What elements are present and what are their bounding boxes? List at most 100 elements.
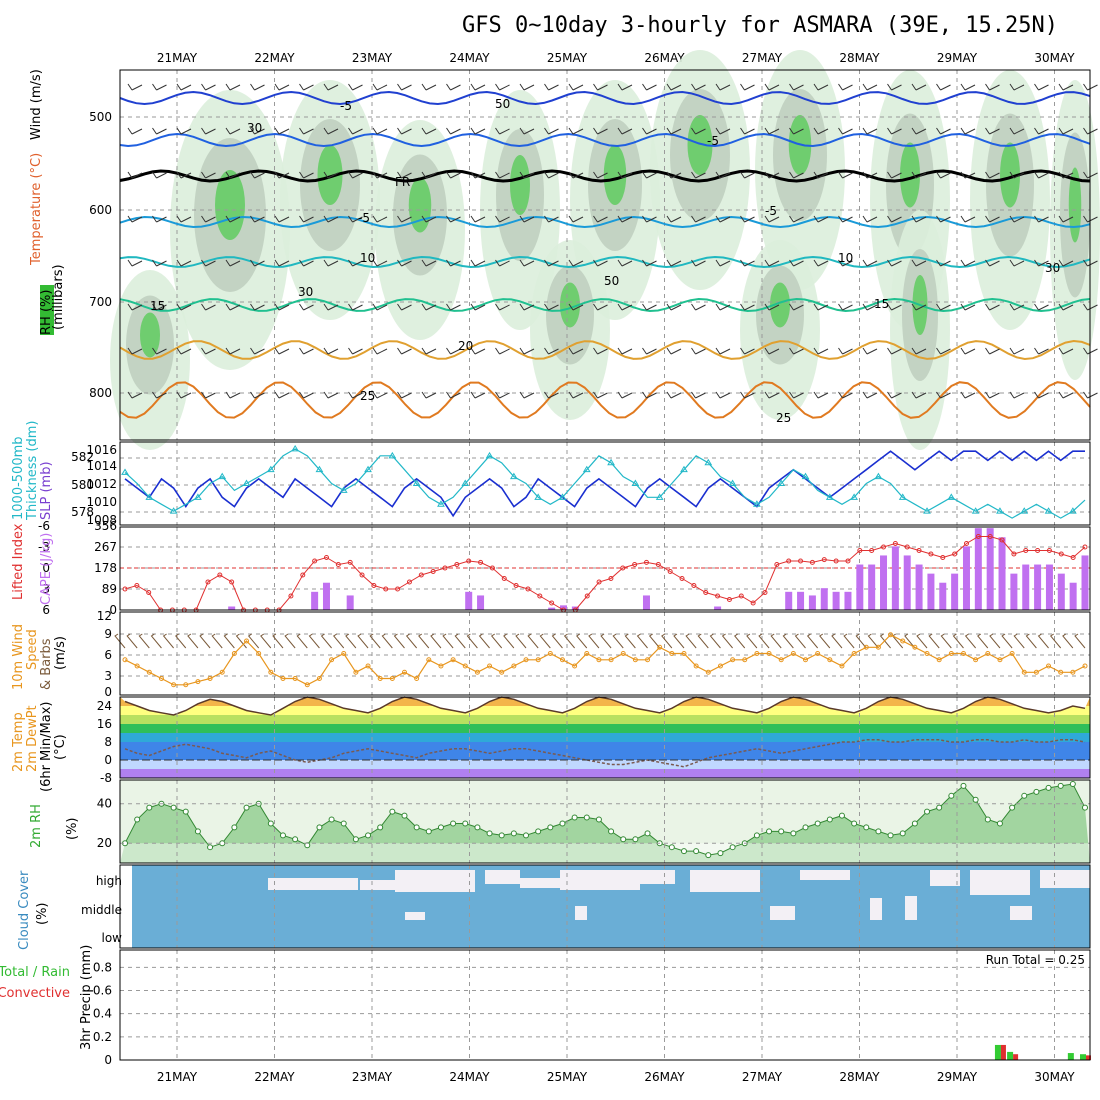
wind-speed-point: [620, 651, 626, 656]
wind-barb: [813, 259, 829, 267]
wind-barb: [201, 347, 216, 355]
rh-point: [219, 840, 226, 847]
wind-barb: [495, 83, 510, 91]
wind-barb: [381, 633, 393, 649]
wind-barb: [989, 633, 1001, 649]
lifted-index-point: [205, 579, 211, 585]
wind-barb: [1083, 303, 1098, 311]
wind-barb: [593, 259, 608, 267]
wind-barb: [348, 127, 363, 135]
rh-point: [316, 824, 323, 831]
temperature-band: [120, 697, 1090, 706]
cape-tick: 267: [94, 540, 117, 554]
wind-barb: [593, 215, 608, 223]
wind-speed-point: [790, 651, 796, 656]
lifted-index-point: [501, 576, 507, 581]
lifted-index-point: [608, 576, 614, 581]
wind-barb: [1034, 83, 1049, 91]
wind-barb: [397, 83, 412, 91]
cape-label: CAPE (J/kg): [39, 533, 54, 605]
wind-barb: [201, 83, 216, 91]
wind-barb: [985, 127, 1000, 135]
wind-barb: [666, 391, 682, 399]
thickness-point: [655, 493, 664, 500]
wind-label-1: 10m Wind: [11, 624, 26, 690]
thickness-point: [388, 451, 397, 459]
wind-speed-point: [280, 676, 286, 681]
lifted-index-point: [845, 558, 851, 564]
wind-barb: [960, 83, 976, 91]
wind-barb: [936, 83, 951, 91]
wind-barb: [887, 347, 902, 355]
wind-barb: [642, 303, 657, 311]
wind-barb: [862, 83, 878, 91]
wind-barb: [470, 215, 486, 223]
thickness-point: [996, 507, 1004, 514]
wind-barb: [916, 633, 928, 649]
rh-point: [292, 836, 299, 843]
wind-speed-point: [1082, 663, 1088, 669]
wind-barb: [1083, 215, 1098, 223]
top-date-label: 24MAY: [449, 51, 490, 65]
wind-barb: [838, 83, 853, 91]
lifted-index-point: [335, 562, 341, 567]
wind-barb: [964, 633, 977, 649]
wind-barb: [519, 83, 535, 91]
thickness-point: [704, 458, 713, 466]
lifted-index-point: [478, 559, 484, 565]
rh-point: [851, 820, 858, 827]
cape-bar: [797, 591, 805, 610]
pressure-tick: 600: [89, 203, 112, 217]
wind-speed-point: [487, 663, 493, 669]
wind-barb: [418, 633, 430, 649]
cape-bar: [832, 591, 840, 610]
wind-barb: [544, 303, 559, 311]
cape-bar: [1034, 564, 1042, 610]
wind-barb: [274, 347, 290, 355]
contour-label: 25: [776, 411, 791, 425]
lifted-index-point: [537, 593, 543, 599]
wind-barb: [740, 347, 755, 355]
wind-speed-point: [900, 638, 906, 644]
cape-bar: [820, 588, 828, 610]
wind-speed-point: [341, 651, 347, 656]
thick-label-2: Thickness (dm): [25, 421, 40, 521]
wind-barb: [348, 347, 363, 355]
wind-barb: [470, 83, 486, 91]
rh-point: [328, 816, 335, 823]
wind-speed-point: [912, 644, 918, 650]
wind-barb: [985, 215, 1000, 223]
rh-point: [182, 808, 189, 815]
wind-speed-panel: 12 9 6 3 0: [97, 609, 1091, 699]
wind-barb: [527, 633, 539, 649]
wind-barb: [272, 633, 284, 649]
contour-label: 30: [298, 285, 313, 299]
wind-speed-point: [888, 632, 894, 638]
wind-barb: [323, 303, 339, 311]
wind-speed-point: [158, 676, 164, 681]
lifted-index-point: [869, 548, 875, 553]
contour-label: -5: [765, 204, 777, 218]
wind-barb: [867, 633, 879, 649]
thickness-point: [971, 507, 980, 514]
wind-speed-point: [681, 651, 687, 656]
panel-frame: [119, 864, 1091, 949]
wind-barb: [454, 633, 466, 649]
wind-barb: [666, 259, 682, 267]
lifted-index-tick: -6: [38, 519, 50, 533]
wind-barb: [127, 259, 143, 267]
wind-barb: [697, 633, 709, 649]
wind-barb: [985, 391, 1000, 399]
rh-point: [802, 824, 809, 831]
wind-barb: [813, 347, 829, 355]
thickness-point: [1020, 507, 1029, 514]
lifted-index-point: [987, 534, 993, 539]
wind-barb: [806, 633, 819, 649]
precip-total-bar: [994, 1044, 1001, 1060]
thickness-point: [242, 479, 251, 486]
rh-point: [146, 804, 153, 811]
wind-speed-point: [997, 657, 1003, 663]
temperature-tick: -8: [100, 771, 112, 785]
rh-point: [924, 808, 931, 815]
wind-barb: [372, 215, 388, 223]
